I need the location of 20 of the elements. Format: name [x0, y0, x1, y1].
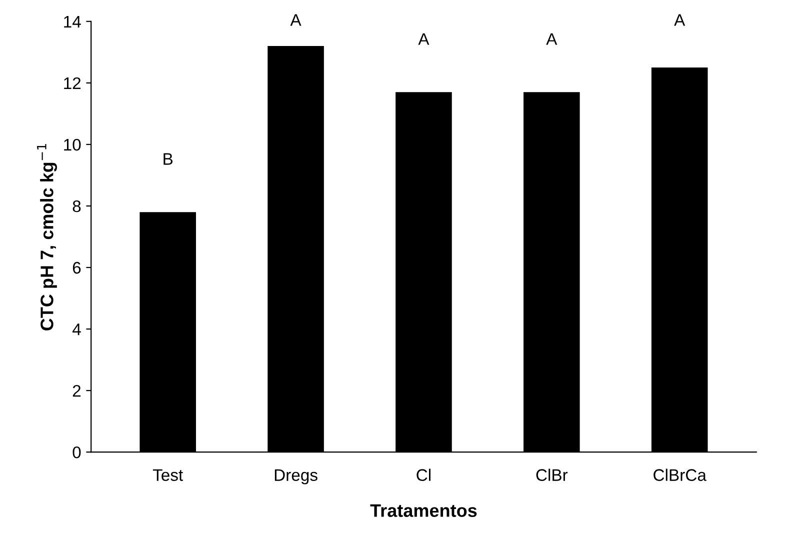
- annotation: A: [290, 14, 302, 26]
- x-tick-label: ClBr: [536, 468, 568, 481]
- x-tick-label: Test: [152, 469, 183, 481]
- annotation: A: [418, 33, 430, 45]
- x-tick-label: Cl: [416, 468, 430, 481]
- x-tick-label: Dregs: [274, 469, 318, 484]
- y-tick-label: 4: [72, 324, 81, 336]
- annotation: A: [546, 33, 558, 45]
- x-axis-title: Tratamentos: [370, 504, 477, 517]
- x-tick-label: ClBrCa: [654, 468, 706, 481]
- y-tick-label: 6: [72, 262, 81, 274]
- y-tick-label: 12: [64, 77, 81, 89]
- y-tick-label: 2: [72, 384, 81, 397]
- y-tick-label: 0: [72, 446, 81, 458]
- y-tick-label: 14: [64, 16, 81, 28]
- y-tick-label: 8: [72, 200, 81, 212]
- annotation: A: [674, 14, 686, 26]
- y-tick-label: 10: [64, 138, 81, 151]
- y-axis-title: CTC pH 7, cmolc kg$^{−1}$: [37, 144, 57, 330]
- annotation: B: [164, 153, 173, 165]
